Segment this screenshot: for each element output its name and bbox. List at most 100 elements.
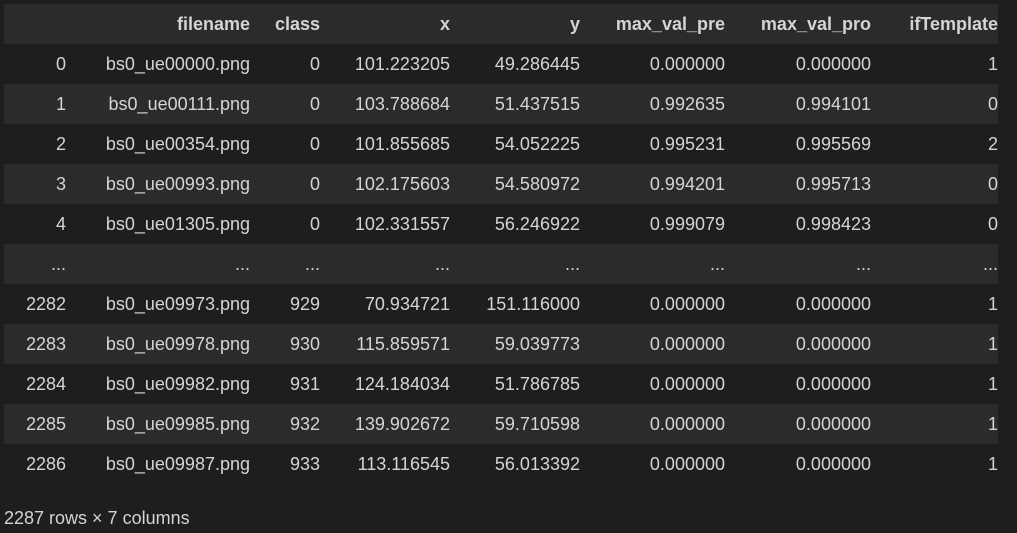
row-index: 1 <box>55 93 66 114</box>
column-header-class: class <box>274 13 320 34</box>
table-row: 1 bs0_ue00111.png 0 103.788684 51.437515 0.99… <box>4 84 998 124</box>
row-index: 2284 <box>25 373 66 394</box>
cell-iftemplate: ... <box>982 253 998 274</box>
row-index: 2283 <box>25 333 66 354</box>
cell-max-val-pre: 0.992635 <box>649 93 725 114</box>
cell-max-val-pro: 0.995569 <box>795 133 871 154</box>
cell-x: 113.116545 <box>357 453 450 474</box>
cell-max-val-pre: 0.995231 <box>649 133 725 154</box>
cell-class: ... <box>304 253 320 274</box>
cell-filename: bs0_ue00000.png <box>105 53 250 74</box>
column-header-y: y <box>569 13 580 34</box>
cell-max-val-pre: 0.000000 <box>649 373 725 394</box>
cell-filename: bs0_ue09973.png <box>105 293 250 314</box>
cell-filename: ... <box>234 253 250 274</box>
table-row: 3 bs0_ue00993.png 0 102.175603 54.580972 0.99… <box>4 164 998 204</box>
cell-max-val-pre: 0.000000 <box>649 413 725 434</box>
row-index: 2285 <box>25 413 66 434</box>
cell-y: 56.013392 <box>494 453 580 474</box>
cell-filename: bs0_ue09985.png <box>105 413 250 434</box>
cell-class: 930 <box>289 333 320 354</box>
cell-max-val-pre: 0.000000 <box>649 453 725 474</box>
cell-x: 101.855685 <box>354 133 450 154</box>
cell-max-val-pro: 0.994101 <box>795 93 871 114</box>
cell-max-val-pro: 0.000000 <box>795 413 871 434</box>
cell-iftemplate: 1 <box>987 373 998 394</box>
cell-class: 933 <box>289 453 320 474</box>
table-row: 2283 bs0_ue09978.png 930 115.859571 59.03977… <box>4 324 998 364</box>
cell-y: 49.286445 <box>494 53 580 74</box>
cell-y: 59.710598 <box>494 413 580 434</box>
cell-max-val-pro: ... <box>855 253 871 274</box>
dataframe-table: filename class x y max_val_pre max_val_p… <box>4 4 998 484</box>
cell-max-val-pre: 0.999079 <box>649 213 725 234</box>
dataframe-shape-summary: 2287 rows × 7 columns <box>4 508 190 528</box>
table-header-row: filename class x y max_val_pre max_val_p… <box>4 4 998 44</box>
cell-class: 0 <box>309 213 320 234</box>
cell-max-val-pro: 0.000000 <box>795 293 871 314</box>
cell-iftemplate: 1 <box>987 293 998 314</box>
row-index: 2 <box>55 133 66 154</box>
table-row: 2284 bs0_ue09982.png 931 124.184034 51.78678… <box>4 364 998 404</box>
column-header-max-val-pre: max_val_pre <box>615 13 725 34</box>
cell-iftemplate: 1 <box>987 453 998 474</box>
cell-class: 932 <box>289 413 320 434</box>
cell-x: 124.184034 <box>354 373 450 394</box>
row-index: 2286 <box>25 453 66 474</box>
column-header-filename: filename <box>176 13 250 34</box>
cell-max-val-pro: 0.998423 <box>795 213 871 234</box>
cell-x: 115.859571 <box>356 333 450 354</box>
table-row: 2282 bs0_ue09973.png 929 70.934721 151.11600… <box>4 284 998 324</box>
cell-iftemplate: 2 <box>987 133 998 154</box>
table-body: 0 bs0_ue00000.png 0 101.223205 49.286445 0.00… <box>4 44 998 484</box>
cell-x: ... <box>434 253 450 274</box>
cell-y: 51.437515 <box>494 93 580 114</box>
cell-max-val-pro: 0.000000 <box>795 453 871 474</box>
cell-x: 101.223205 <box>354 53 450 74</box>
row-index: ... <box>50 253 66 274</box>
cell-iftemplate: 1 <box>987 53 998 74</box>
cell-max-val-pre: 0.000000 <box>649 53 725 74</box>
cell-y: 51.786785 <box>494 373 580 394</box>
table-row: 4 bs0_ue01305.png 0 102.331557 56.246922 0.99… <box>4 204 998 244</box>
cell-class: 0 <box>309 133 320 154</box>
table-row: ........................ <box>4 244 998 284</box>
column-header-iftemplate: ifTemplate <box>909 13 998 34</box>
cell-filename: bs0_ue09982.png <box>105 373 250 394</box>
cell-y: 54.052225 <box>494 133 580 154</box>
cell-class: 0 <box>309 173 320 194</box>
cell-y: 151.116000 <box>486 293 580 314</box>
table-row: 2 bs0_ue00354.png 0 101.855685 54.052225 0.99… <box>4 124 998 164</box>
cell-max-val-pre: 0.994201 <box>649 173 725 194</box>
cell-iftemplate: 1 <box>987 333 998 354</box>
column-header-x: x <box>439 13 450 34</box>
cell-filename: bs0_ue09987.png <box>105 453 250 474</box>
cell-x: 102.331557 <box>354 213 450 234</box>
cell-y: 56.246922 <box>494 213 580 234</box>
row-index: 0 <box>55 53 66 74</box>
column-header-max-val-pro: max_val_pro <box>760 13 871 34</box>
cell-x: 102.175603 <box>354 173 450 194</box>
cell-filename: bs0_ue09978.png <box>105 333 250 354</box>
cell-y: ... <box>564 253 580 274</box>
cell-filename: bs0_ue00993.png <box>105 173 250 194</box>
cell-iftemplate: 1 <box>987 413 998 434</box>
row-index: 2282 <box>25 293 66 314</box>
table-row: 2285 bs0_ue09985.png 932 139.902672 59.71059… <box>4 404 998 444</box>
cell-x: 70.934721 <box>364 293 450 314</box>
column-header-index <box>4 4 66 44</box>
cell-x: 103.788684 <box>354 93 450 114</box>
cell-iftemplate: 0 <box>987 93 998 114</box>
cell-max-val-pro: 0.000000 <box>795 373 871 394</box>
cell-filename: bs0_ue01305.png <box>105 213 250 234</box>
cell-filename: bs0_ue00111.png <box>108 93 250 114</box>
table-row: 0 bs0_ue00000.png 0 101.223205 49.286445 0.00… <box>4 44 998 84</box>
cell-max-val-pre: 0.000000 <box>649 293 725 314</box>
cell-y: 54.580972 <box>494 173 580 194</box>
cell-max-val-pre: ... <box>709 253 725 274</box>
row-index: 4 <box>55 213 66 234</box>
cell-max-val-pre: 0.000000 <box>649 333 725 354</box>
cell-filename: bs0_ue00354.png <box>105 133 250 154</box>
cell-max-val-pro: 0.995713 <box>795 173 871 194</box>
